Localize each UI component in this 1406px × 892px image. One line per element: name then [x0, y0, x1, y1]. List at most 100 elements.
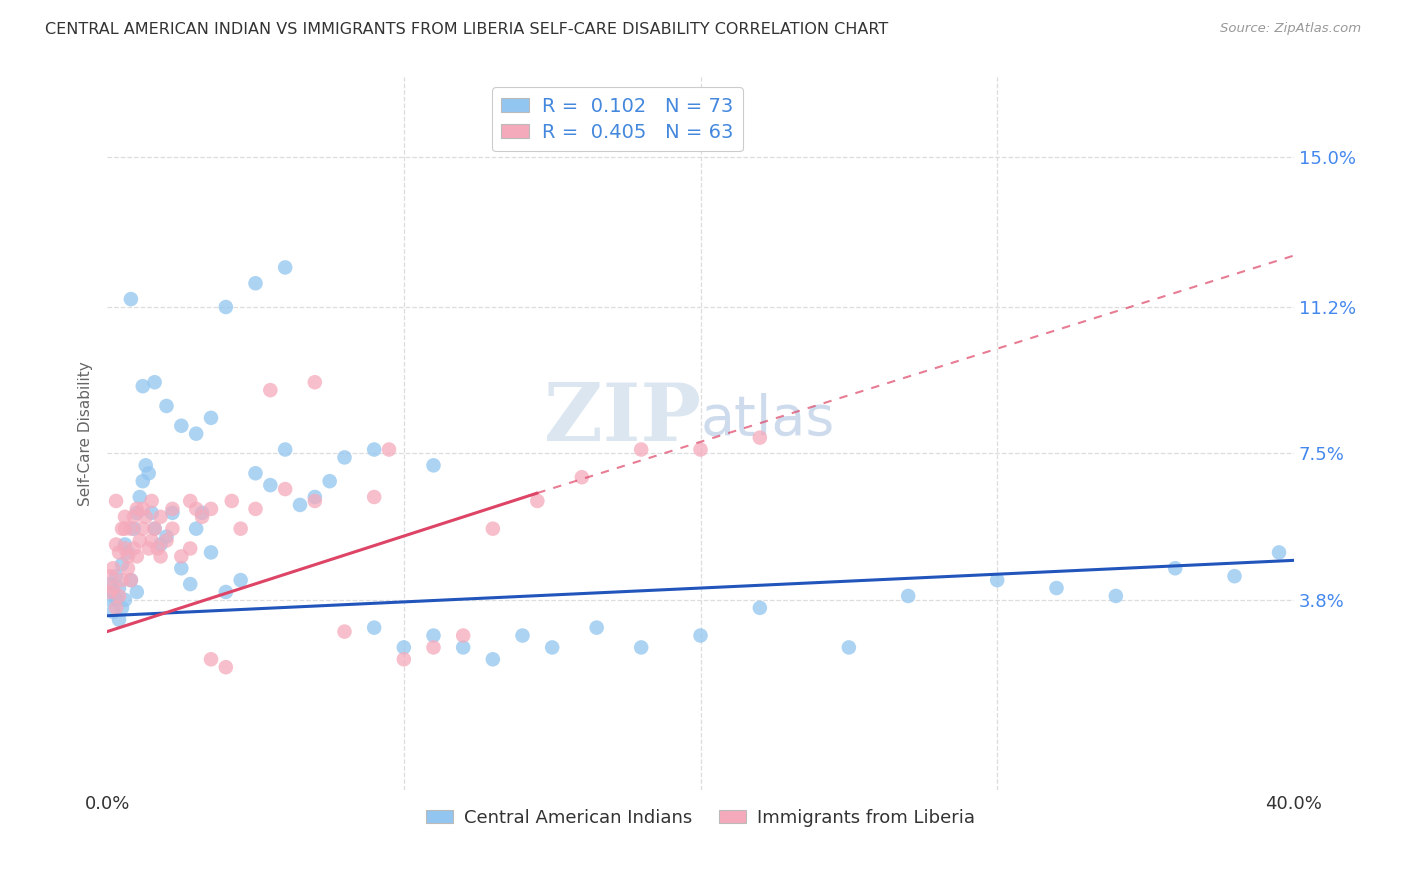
Point	[98, 585, 121, 599]
Point	[155, 399, 177, 413]
Point	[111, 522, 134, 536]
Point	[245, 501, 267, 516]
Point	[689, 628, 711, 642]
Point	[245, 277, 267, 291]
Point	[748, 600, 770, 615]
Point	[135, 458, 157, 473]
Point	[245, 467, 267, 481]
Point	[200, 545, 222, 559]
Point	[186, 522, 208, 536]
Point	[838, 640, 860, 655]
Point	[274, 260, 297, 275]
Point	[117, 549, 139, 564]
Point	[141, 533, 163, 548]
Point	[138, 467, 160, 481]
Point	[125, 585, 148, 599]
Point	[141, 494, 163, 508]
Point	[117, 561, 139, 575]
Point	[1223, 569, 1246, 583]
Point	[748, 431, 770, 445]
Point	[108, 613, 131, 627]
Point	[98, 569, 121, 583]
Point	[191, 509, 214, 524]
Point	[170, 561, 193, 575]
Point	[105, 593, 128, 607]
Point	[363, 621, 385, 635]
Point	[155, 533, 177, 548]
Point	[179, 541, 201, 556]
Point	[149, 549, 172, 564]
Point	[105, 494, 128, 508]
Point	[105, 537, 128, 551]
Point	[162, 506, 184, 520]
Point	[304, 494, 326, 508]
Point	[132, 501, 155, 516]
Point	[304, 490, 326, 504]
Point	[200, 501, 222, 516]
Point	[120, 292, 142, 306]
Y-axis label: Self-Care Disability: Self-Care Disability	[79, 361, 93, 506]
Point	[143, 375, 166, 389]
Point	[274, 482, 297, 496]
Point	[114, 593, 136, 607]
Point	[114, 509, 136, 524]
Point	[259, 478, 281, 492]
Point	[101, 605, 124, 619]
Point	[1268, 545, 1291, 559]
Point	[105, 600, 128, 615]
Point	[125, 506, 148, 520]
Point	[125, 549, 148, 564]
Point	[105, 569, 128, 583]
Point	[229, 522, 252, 536]
Point	[128, 490, 150, 504]
Legend: Central American Indians, Immigrants from Liberia: Central American Indians, Immigrants fro…	[419, 802, 983, 834]
Point	[422, 640, 444, 655]
Point	[541, 640, 564, 655]
Point	[170, 549, 193, 564]
Point	[120, 522, 142, 536]
Point	[143, 522, 166, 536]
Point	[114, 522, 136, 536]
Point	[451, 640, 474, 655]
Point	[114, 541, 136, 556]
Point	[186, 501, 208, 516]
Point	[215, 660, 238, 674]
Point	[120, 573, 142, 587]
Point	[122, 541, 145, 556]
Point	[101, 561, 124, 575]
Point	[120, 573, 142, 587]
Point	[162, 522, 184, 536]
Point	[630, 442, 652, 457]
Point	[108, 581, 131, 595]
Text: ZIP: ZIP	[544, 380, 700, 458]
Point	[135, 509, 157, 524]
Point	[98, 593, 121, 607]
Point	[149, 509, 172, 524]
Point	[170, 418, 193, 433]
Point	[125, 501, 148, 516]
Point	[101, 581, 124, 595]
Point	[215, 585, 238, 599]
Point	[378, 442, 401, 457]
Point	[986, 573, 1008, 587]
Point	[482, 652, 505, 666]
Point	[1105, 589, 1128, 603]
Point	[162, 501, 184, 516]
Text: atlas: atlas	[700, 392, 835, 446]
Point	[111, 573, 134, 587]
Point	[179, 577, 201, 591]
Point	[1045, 581, 1067, 595]
Point	[200, 410, 222, 425]
Point	[108, 589, 131, 603]
Point	[128, 533, 150, 548]
Text: CENTRAL AMERICAN INDIAN VS IMMIGRANTS FROM LIBERIA SELF-CARE DISABILITY CORRELAT: CENTRAL AMERICAN INDIAN VS IMMIGRANTS FR…	[45, 22, 889, 37]
Point	[215, 300, 238, 314]
Point	[363, 442, 385, 457]
Point	[98, 577, 121, 591]
Point	[288, 498, 311, 512]
Point	[274, 442, 297, 457]
Point	[149, 537, 172, 551]
Point	[117, 545, 139, 559]
Point	[132, 474, 155, 488]
Point	[200, 652, 222, 666]
